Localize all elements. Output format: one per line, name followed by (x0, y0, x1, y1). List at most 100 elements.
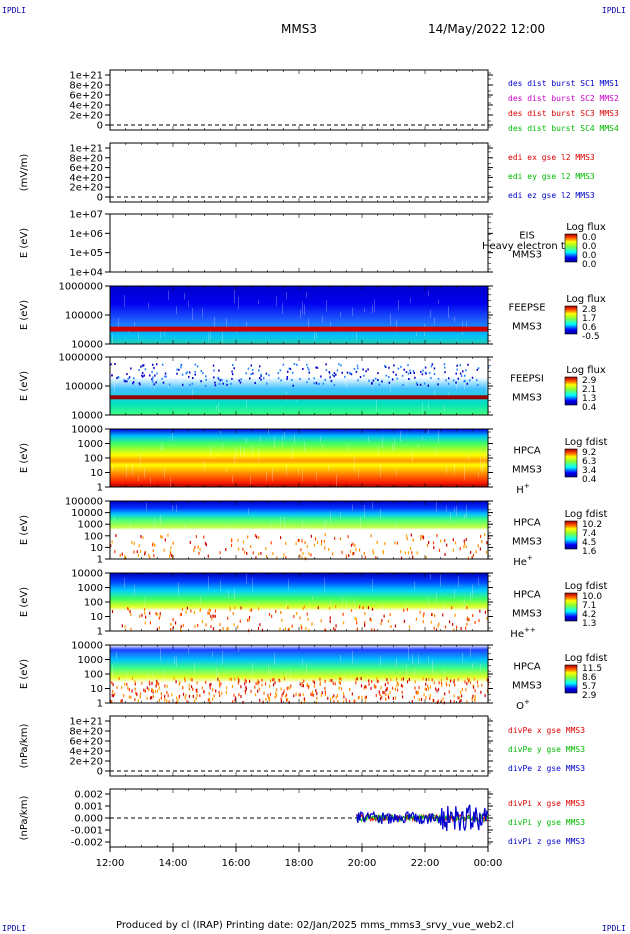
colorbar-label: 0.0 (582, 260, 597, 270)
colorbar-label: 2.8 (582, 305, 597, 315)
y-axis-label: (nPa/km) (19, 796, 30, 841)
y-tick-label: 1000000 (58, 353, 103, 364)
colorbar-label: 0.6 (582, 323, 597, 333)
legend-entry: divPi x gse MMS3 (508, 799, 585, 808)
spectrogram-4 (110, 286, 488, 344)
instrument-label: HPCA (513, 589, 541, 600)
legend-entry: divPi y gse MMS3 (508, 818, 585, 827)
colorbar-label: 3.4 (582, 466, 597, 476)
legend-entry: des dist burst SC4 MMS4 (508, 124, 619, 133)
colorbar-label: 4.2 (582, 610, 596, 620)
divpi-traces (356, 804, 489, 832)
y-tick-label: 10 (90, 543, 103, 554)
colorbar-label: 7.4 (582, 529, 597, 539)
colorbar-label: 7.1 (582, 601, 596, 611)
feepsi-red-band (110, 395, 488, 400)
panel-4: 10000 100000 1000000 E (eV) FEEPSE MMS3 Log fl… (19, 282, 606, 351)
legend-entry: edi ez gse l2 MMS3 (508, 191, 595, 200)
divpi-trace-3 (356, 804, 489, 832)
y-tick-label: 10000 (71, 508, 103, 519)
panel-frame-3 (109, 213, 489, 273)
panel-5: 10000 100000 1000000 E (eV) FEEPSI MMS3 Log fl… (19, 353, 606, 422)
y-axis-label: E (eV) (19, 228, 30, 258)
spectrogram-8 (110, 573, 488, 631)
y-tick-label: 1e+05 (69, 248, 103, 259)
colorbar-label: 1.7 (582, 314, 596, 324)
y-axis-label: E (eV) (19, 443, 30, 473)
panel-frame-1 (109, 69, 489, 131)
colorbar-title: Log fdist (565, 653, 608, 664)
legend-entry: divPe y gse MMS3 (508, 745, 585, 754)
y-tick-label: 8e+20 (69, 153, 103, 164)
y-tick-label: 0.002 (74, 790, 103, 801)
y-axis-label: E (eV) (19, 371, 30, 401)
y-tick-label: 10 (90, 612, 103, 623)
spacecraft-label: MMS3 (512, 393, 542, 404)
spectrogram-texture-8 (118, 573, 487, 631)
y-tick-label: 100000 (65, 497, 103, 508)
panel-9: 1 10 100 1000 10000 E (eV) HPCA MMS3 O+ Log fdist… (19, 641, 607, 713)
instrument-label: HPCA (513, 517, 541, 528)
colorbar-label: -0.5 (582, 332, 600, 342)
y-tick-label: 1e+21 (69, 144, 103, 155)
y-axis-label: (nPa/km) (19, 724, 30, 769)
colorbar (564, 664, 578, 694)
legend-entry: divPi z gse MMS3 (508, 837, 585, 846)
species-label: He+ (513, 554, 533, 568)
legend-entry: des dist burst SC1 MMS1 (508, 79, 619, 88)
y-tick-label: 10 (90, 468, 103, 479)
colorbar-label: 9.2 (582, 448, 596, 458)
colorbar-title: Log flux (566, 365, 606, 376)
species-label: He++ (510, 626, 536, 640)
y-tick-label: 100 (84, 454, 103, 465)
y-tick-label: 6e+20 (69, 737, 103, 748)
spacecraft-label: MMS3 (512, 609, 542, 620)
footer-credit: Produced by cl (IRAP) Printing date: 02/… (115, 920, 515, 931)
colorbar-label: 1.3 (582, 619, 596, 629)
y-tick-label: 4e+20 (69, 101, 103, 112)
colorbar (564, 305, 578, 335)
y-tick-label: 2e+20 (69, 757, 103, 768)
colorbar (564, 233, 578, 263)
spectrogram-texture-7 (110, 501, 475, 559)
legend-entry: divPe z gse MMS3 (508, 764, 585, 773)
y-tick-label: 1000 (78, 439, 103, 450)
colorbar (564, 376, 578, 406)
y-tick-label: 100 (84, 670, 103, 681)
colorbar-label: 8.6 (582, 673, 597, 683)
colorbar-label: 2.9 (582, 376, 597, 386)
y-tick-label: 1e+04 (69, 268, 103, 279)
species-label: H+ (516, 482, 530, 496)
colorbar (564, 592, 578, 622)
y-tick-label: 0 (97, 767, 103, 778)
instrument-label: FEEPSE (508, 302, 545, 313)
y-tick-label: 1000 (78, 655, 103, 666)
y-tick-label: 1 (97, 627, 103, 638)
y-tick-label: 4e+20 (69, 747, 103, 758)
colorbar-label: 4.5 (582, 538, 596, 548)
x-tick-label: 12:00 (96, 858, 125, 869)
y-tick-label: 4e+20 (69, 173, 103, 184)
x-tick-label: 18:00 (285, 858, 314, 869)
y-tick-label: 8e+20 (69, 727, 103, 738)
panel-frame-2 (109, 142, 489, 203)
corner-label-top-left: IPDLI (2, 6, 27, 15)
corner-label-bottom-right: IPDLI (601, 924, 626, 933)
species-label: O+ (516, 698, 530, 712)
y-axis-label: E (eV) (19, 659, 30, 689)
y-tick-label: 1 (97, 483, 103, 494)
spacecraft-label: MMS3 (512, 465, 542, 476)
x-tick-label: 16:00 (222, 858, 251, 869)
y-tick-label: 10000 (71, 641, 103, 652)
panel-frame-10 (109, 715, 489, 777)
legend-entry: edi ex gse l2 MMS3 (508, 153, 595, 162)
y-tick-label: -0.002 (71, 838, 103, 849)
spacecraft-label: MMS3 (512, 537, 542, 548)
y-axis-label: E (eV) (19, 515, 30, 545)
colorbar (564, 448, 578, 478)
y-tick-label: 1e+06 (69, 229, 103, 240)
y-tick-label: 10000 (71, 569, 103, 580)
